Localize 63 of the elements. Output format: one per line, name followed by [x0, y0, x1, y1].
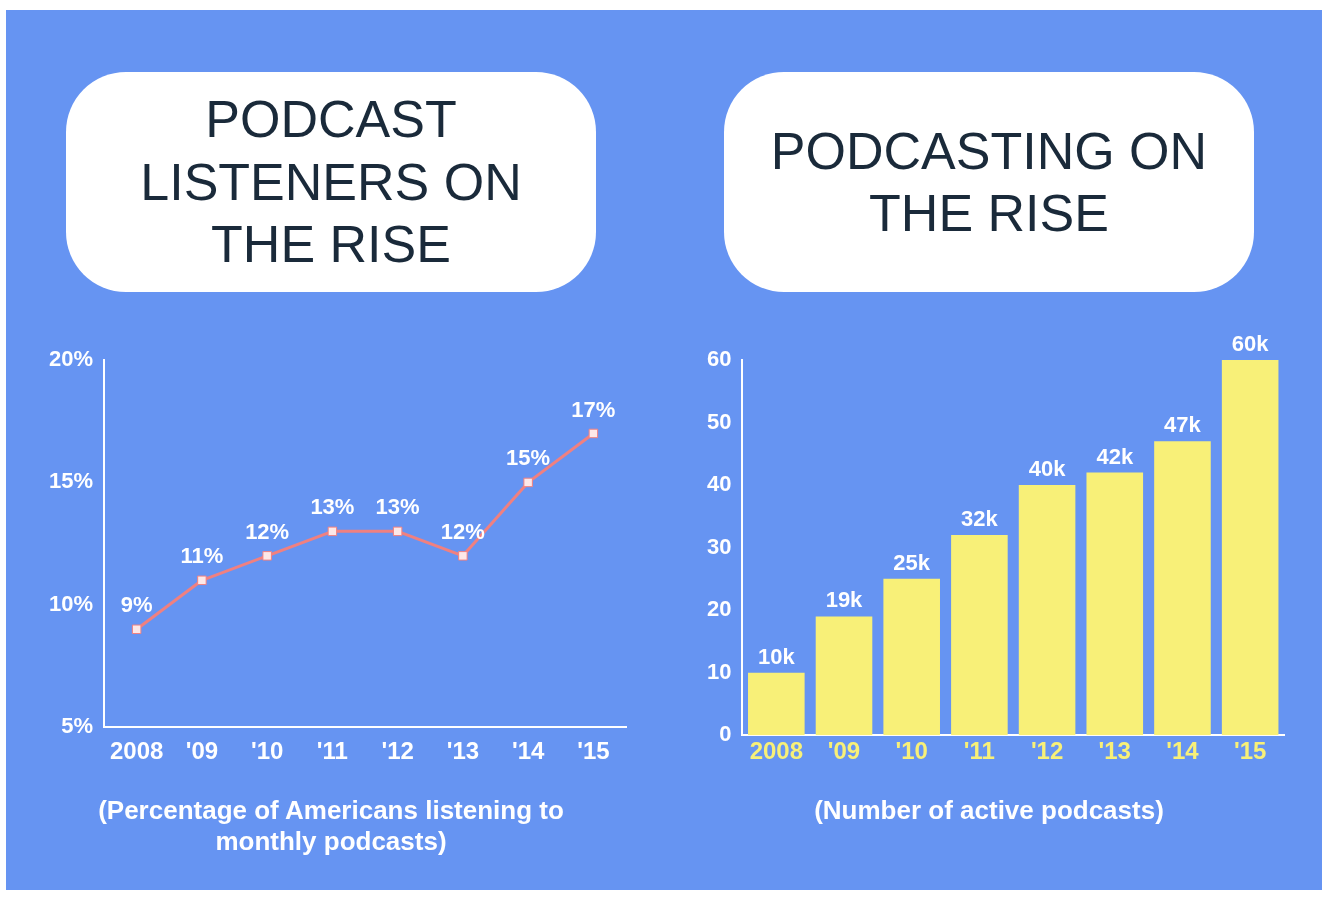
- x-tick-label: '12: [1030, 737, 1064, 765]
- data-label: 15%: [506, 445, 551, 471]
- data-label: 12%: [440, 518, 485, 544]
- y-tick-label: 60: [706, 346, 732, 372]
- point: [523, 477, 533, 488]
- chart-title: PODCAST LISTENERS ON THE RISE: [66, 72, 596, 292]
- x-tick-label: '09: [185, 737, 219, 765]
- point: [458, 551, 468, 561]
- chart-title: PODCASTING ON THE RISE: [724, 72, 1254, 292]
- x-tick-label: '12: [381, 737, 414, 765]
- text: (Percentage of Americans listening to monthly podcasts): [97, 795, 565, 857]
- x-tick-label: 2008: [109, 737, 164, 765]
- y-tick-label: 30: [706, 533, 732, 559]
- y-tick-label: 0: [719, 721, 732, 747]
- x-tick-label: '11: [316, 737, 348, 765]
- data-label: 47k: [1164, 412, 1202, 438]
- bar: [1221, 360, 1279, 736]
- bar: [748, 672, 805, 736]
- data-label: 12%: [245, 518, 290, 544]
- data-label: 40k: [1028, 456, 1067, 482]
- data-label: 9%: [120, 592, 153, 618]
- bar: [1154, 441, 1211, 736]
- data-label: 13%: [310, 494, 355, 520]
- point: [392, 526, 403, 537]
- data-label: 13%: [375, 494, 420, 520]
- point: [131, 624, 142, 635]
- x-tick-label: '15: [577, 737, 610, 765]
- x-tick-label: '11: [963, 737, 995, 765]
- bar: [883, 578, 940, 736]
- point: [262, 551, 272, 561]
- x-tick-label: '14: [511, 737, 545, 765]
- data-label: 17%: [571, 396, 616, 422]
- y-tick-label: 10%: [48, 590, 94, 616]
- y-tick-label: 15%: [48, 468, 94, 494]
- data-label: 11%: [180, 543, 224, 569]
- y-tick-label: 40: [706, 471, 732, 497]
- y-tick-label: 20%: [48, 346, 94, 372]
- bar: [1086, 472, 1144, 736]
- x-tick-label: '10: [895, 737, 928, 765]
- bar: [1018, 485, 1076, 736]
- point: [327, 526, 338, 537]
- bar: [951, 535, 1008, 736]
- data-label: 42k: [1096, 443, 1134, 469]
- x-tick-label: '15: [1233, 737, 1267, 765]
- point: [588, 428, 599, 439]
- data-label: 10k: [757, 643, 796, 669]
- x-tick-label: '14: [1166, 737, 1200, 765]
- bar: [815, 616, 873, 736]
- x-tick-label: '13: [446, 737, 480, 765]
- x-tick-label: '10: [250, 737, 284, 765]
- data-label: 25k: [893, 549, 931, 575]
- y-tick-label: 10: [706, 658, 732, 684]
- x-tick-label: '13: [1098, 737, 1131, 765]
- text: (Number of active podcasts): [813, 795, 1165, 826]
- x-tick-label: 2008: [749, 737, 804, 765]
- y-tick-label: 20: [706, 596, 732, 622]
- y-tick-label: 50: [706, 408, 732, 434]
- data-label: 32k: [961, 506, 999, 532]
- data-label: 60k: [1231, 331, 1270, 357]
- y-tick-label: 5%: [61, 713, 94, 739]
- x-tick-label: '09: [827, 737, 861, 765]
- point: [197, 575, 207, 586]
- data-label: 19k: [825, 587, 864, 613]
